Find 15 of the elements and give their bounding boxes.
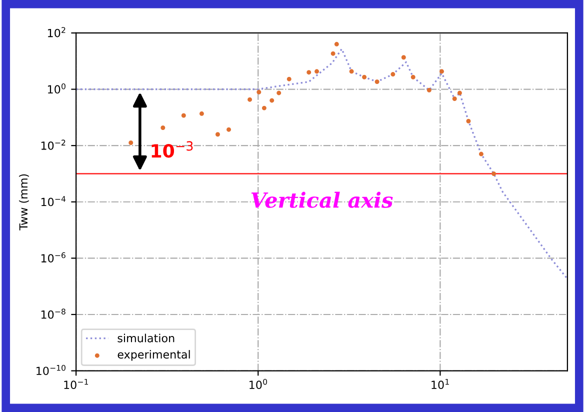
y-tick-label: 10$^{−4}$ xyxy=(41,196,66,206)
legend-label: simulation xyxy=(118,334,174,342)
x-tick-label: 10$^{1}$ xyxy=(432,378,449,390)
x-tick-label: 10$^{0}$ xyxy=(250,378,268,390)
annotation: Vertical axis xyxy=(251,192,393,208)
legend-label: experimental xyxy=(118,350,190,361)
y-tick-label: 10$^{0}$ xyxy=(48,83,66,94)
y-tick-label: 10$^{−8}$ xyxy=(41,308,66,319)
y-tick-label: 10$^{−6}$ xyxy=(41,252,66,262)
x-tick-label: 10$^{−1}$ xyxy=(64,378,88,390)
annotation: 10$^{−3}$ xyxy=(152,141,193,158)
y-tick-label: 10$^{2}$ xyxy=(48,27,66,38)
y-tick-label: 10$^{−10}$ xyxy=(36,364,66,376)
y-tick-label: 10$^{−2}$ xyxy=(41,140,66,150)
y-axis-title: Tww (mm) xyxy=(19,174,29,230)
